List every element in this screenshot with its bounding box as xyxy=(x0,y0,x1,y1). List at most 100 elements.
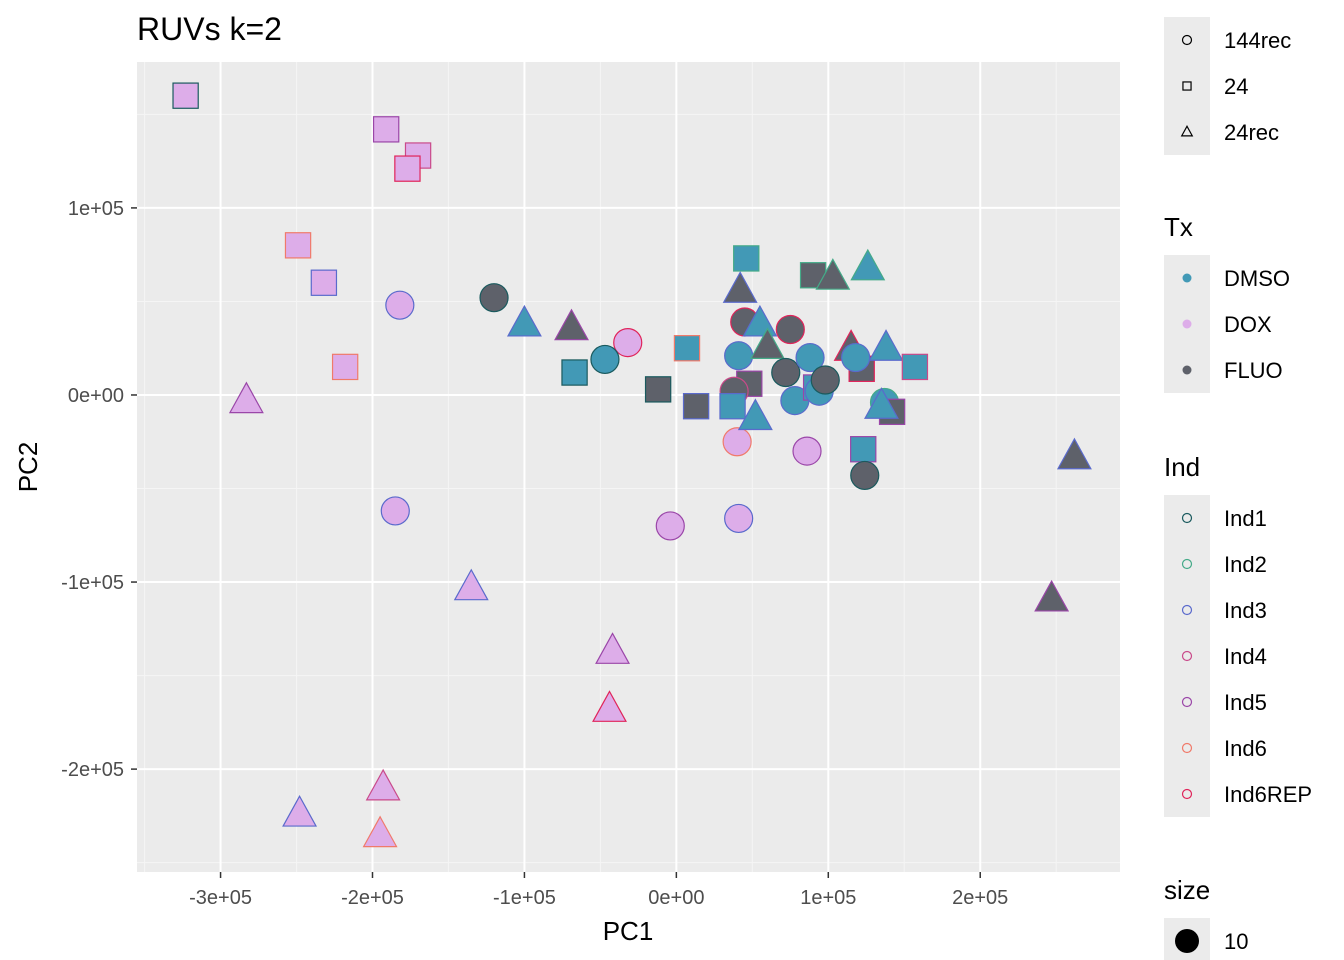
data-point xyxy=(864,387,899,419)
x-axis-title: PC1 xyxy=(603,916,654,946)
legend-label: 24 xyxy=(1224,74,1248,99)
grid-major xyxy=(137,62,1120,872)
data-point xyxy=(365,768,401,801)
data-point xyxy=(655,511,685,541)
data-point xyxy=(868,329,904,361)
legend-tx-key xyxy=(1182,273,1192,283)
chart-title: RUVs k=2 xyxy=(137,11,282,47)
y-tick-label: 0e+00 xyxy=(68,385,124,407)
data-point xyxy=(613,328,643,358)
data-point xyxy=(722,427,752,457)
legend-size-key xyxy=(1175,929,1199,953)
y-tick-label: 1e+05 xyxy=(68,198,124,220)
legends: 144rec 24 24rec Tx DMSO DOX FLUO Ind Ind1 Ind2 Ind… xyxy=(1164,17,1312,960)
data-point xyxy=(841,342,871,373)
legend-key-bg xyxy=(1164,725,1210,771)
legend-tx-key xyxy=(1182,365,1192,375)
data-point xyxy=(733,245,760,272)
data-point xyxy=(590,344,620,375)
data-point xyxy=(724,503,754,534)
legend-label: Ind2 xyxy=(1224,552,1267,577)
legend-key-bg xyxy=(1164,495,1210,541)
legend-shape-key xyxy=(1180,125,1194,137)
x-tick-label: 1e+05 xyxy=(800,887,856,909)
data-point xyxy=(394,155,421,182)
legend-label: 144rec xyxy=(1224,28,1291,53)
data-points xyxy=(172,82,1092,848)
data-point xyxy=(362,815,398,848)
data-point xyxy=(479,283,509,313)
data-point xyxy=(771,357,801,388)
x-tick-label: -1e+05 xyxy=(493,887,556,909)
legend-ind-key xyxy=(1181,604,1193,616)
data-point xyxy=(719,393,746,420)
legend-ind-key xyxy=(1181,696,1193,708)
legend-label: Ind3 xyxy=(1224,598,1267,623)
data-point xyxy=(228,381,264,414)
data-point xyxy=(561,359,588,386)
legend-label: 24rec xyxy=(1224,120,1279,145)
legend-tx-key xyxy=(1182,319,1192,329)
x-tick-label: -3e+05 xyxy=(189,887,252,909)
data-point xyxy=(901,353,929,381)
data-point xyxy=(595,632,631,664)
legend-key-bg xyxy=(1164,63,1210,109)
data-point xyxy=(850,436,877,463)
data-point xyxy=(795,342,825,373)
legend-key-bg xyxy=(1164,679,1210,725)
data-point xyxy=(775,314,805,345)
data-point xyxy=(850,248,886,281)
data-point xyxy=(1034,579,1070,612)
legend-label: Ind4 xyxy=(1224,644,1267,669)
data-point xyxy=(644,376,672,403)
grid-minor xyxy=(137,62,1120,872)
data-point xyxy=(682,393,710,420)
legend-title: Tx xyxy=(1164,212,1193,242)
x-tick-label: 0e+00 xyxy=(648,887,704,909)
legend-label: Ind6 xyxy=(1224,736,1267,761)
legend-title: Ind xyxy=(1164,452,1200,482)
data-point xyxy=(673,335,701,362)
data-point xyxy=(1056,437,1092,470)
data-point xyxy=(380,496,410,526)
data-point xyxy=(506,304,542,337)
data-point xyxy=(815,258,851,290)
y-tick-label: -2e+05 xyxy=(61,759,124,781)
y-axis: -2e+05 -1e+05 0e+00 1e+05 xyxy=(61,198,137,781)
plot-panel xyxy=(137,62,1120,872)
legend-label: Ind6REP xyxy=(1224,782,1312,807)
y-axis-title: PC2 xyxy=(13,442,43,493)
legend-ind-key xyxy=(1181,650,1193,662)
legend-ind-key xyxy=(1181,558,1193,570)
data-point xyxy=(172,82,199,109)
legend-title: size xyxy=(1164,875,1210,905)
legend-ind-key xyxy=(1181,788,1193,800)
data-point xyxy=(850,460,880,491)
data-point xyxy=(750,327,785,359)
legend-ind-key xyxy=(1181,512,1193,524)
data-point xyxy=(810,365,840,395)
data-point xyxy=(282,794,318,827)
data-point xyxy=(385,290,415,320)
x-axis: -3e+05 -2e+05 -1e+05 0e+00 1e+05 2e+05 xyxy=(189,872,1008,909)
legend-key-bg xyxy=(1164,633,1210,679)
data-point xyxy=(592,690,627,722)
legend-label: Ind1 xyxy=(1224,506,1267,531)
legend-label: Ind5 xyxy=(1224,690,1267,715)
data-point xyxy=(453,568,489,601)
legend-ind-key xyxy=(1181,742,1193,754)
legend-label: DMSO xyxy=(1224,266,1290,291)
data-point xyxy=(722,271,758,303)
legend-key-bg xyxy=(1164,541,1210,587)
data-point xyxy=(310,269,338,296)
y-tick-label: -1e+05 xyxy=(61,572,124,594)
legend-key-bg xyxy=(1164,109,1210,155)
data-point xyxy=(724,341,754,371)
data-point xyxy=(792,436,822,466)
legend-key-bg xyxy=(1164,771,1210,817)
legend-shape-key xyxy=(1182,81,1192,91)
x-tick-label: 2e+05 xyxy=(952,887,1008,909)
data-point xyxy=(372,116,400,143)
legend-shape-key xyxy=(1181,34,1193,46)
